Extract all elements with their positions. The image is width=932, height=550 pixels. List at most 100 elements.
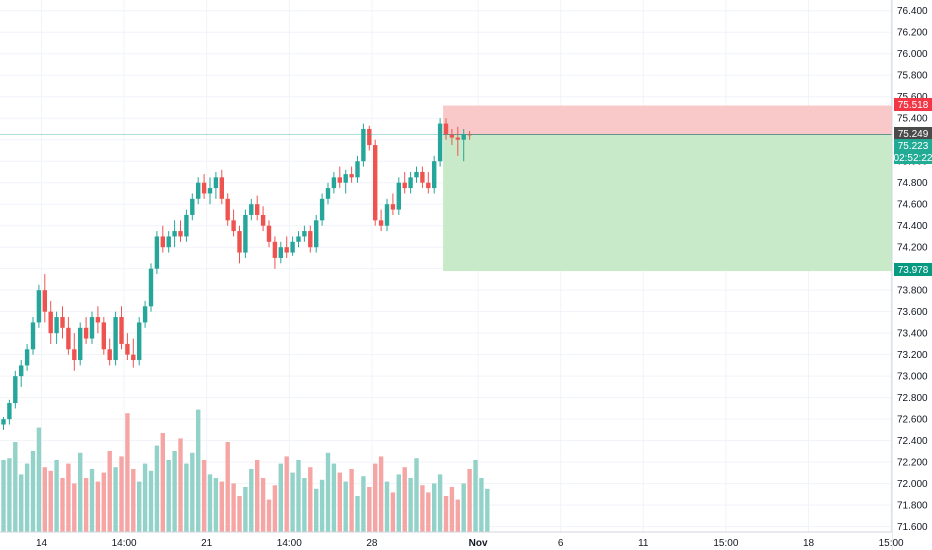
candle-body [66, 327, 71, 350]
volume-bar [284, 456, 289, 532]
volume-bar [296, 460, 301, 532]
volume-bar [225, 442, 230, 532]
price-tick-label: 74.600 [897, 200, 928, 211]
time-tick-label: 18 [803, 538, 815, 549]
volume-bar [272, 485, 278, 532]
candle-body [231, 220, 236, 232]
volume-bar [426, 492, 431, 532]
target-price-badge [894, 263, 932, 276]
price-tick-label: 71.600 [897, 522, 928, 533]
volume-bar [361, 476, 366, 532]
volume-bar [72, 483, 77, 532]
price-tick-label: 76.400 [897, 6, 928, 17]
candle-body [361, 128, 366, 162]
volume-bar [355, 496, 360, 532]
time-tick-label: 21 [201, 538, 213, 549]
price-tick-label: 75.800 [897, 71, 928, 82]
target-price-label: 73.978 [898, 265, 929, 276]
time-tick-label: 15:00 [879, 538, 904, 549]
price-tick-label: 76.000 [897, 49, 928, 60]
candle-body [78, 327, 83, 361]
volume-bar [201, 460, 207, 532]
price-tick-label: 72.600 [897, 415, 928, 426]
candle-body [396, 182, 401, 210]
volume-bar [420, 485, 425, 532]
candle-body [237, 231, 242, 253]
candle-body [266, 225, 272, 242]
stop-loss-zone[interactable] [443, 105, 932, 135]
volume-bar [408, 478, 413, 532]
candle-body [302, 231, 307, 237]
candle-body [166, 236, 171, 248]
candle-body [1, 419, 6, 425]
volume-bar [308, 467, 313, 532]
candle-body [432, 161, 437, 189]
bar-countdown-label: 02:52:22 [894, 153, 932, 164]
candle-body [213, 177, 219, 189]
price-tick-label: 73.400 [897, 329, 928, 340]
volume-bar [396, 474, 401, 532]
candle-body [384, 204, 390, 226]
volume-bar [219, 481, 224, 532]
volume-bar [255, 460, 260, 532]
candle-body [148, 268, 154, 307]
volume-bar [437, 474, 443, 532]
candle-body [89, 317, 95, 339]
candle-body [278, 247, 283, 258]
volume-bar [1, 460, 6, 532]
volume-bar [260, 478, 266, 532]
volume-bar [24, 463, 30, 532]
price-tick-label: 72.200 [897, 458, 928, 469]
candle-body [314, 220, 319, 248]
volume-bar [107, 451, 112, 532]
candle-body [378, 220, 384, 226]
price-tick-label: 74.800 [897, 178, 928, 189]
time-tick-label: 14:00 [277, 538, 302, 549]
volume-bar [390, 492, 396, 532]
candle-body [24, 349, 30, 366]
candle-body [319, 198, 325, 221]
price-tick-label: 75.600 [897, 92, 928, 103]
volume-bar [42, 467, 47, 532]
volume-bar [290, 472, 295, 532]
time-tick-labels: 1414:002114:0028Nov61115:001815:002515:0… [36, 538, 904, 549]
volume-bar [207, 474, 213, 532]
candle-body [355, 161, 360, 178]
candle-body [402, 182, 407, 189]
volume-bar [148, 470, 154, 532]
volume-bar [343, 481, 348, 532]
volume-bar [337, 472, 342, 532]
candle-body [113, 317, 118, 361]
volume-bar [178, 438, 183, 532]
volume-bar [101, 472, 106, 532]
volume-bar [467, 469, 472, 532]
candle-body [178, 231, 183, 237]
candle-body [125, 343, 130, 355]
entry-price-label: 75.249 [898, 129, 929, 140]
volume-bar [54, 460, 59, 532]
long-position-tool[interactable] [443, 105, 932, 272]
candle-body [225, 198, 230, 221]
candle-body [101, 322, 106, 350]
price-candles [1, 118, 472, 430]
candle-body [290, 241, 295, 253]
candle-body [373, 145, 378, 221]
candle-body [284, 247, 289, 253]
volume-bar [414, 458, 419, 532]
volume-bar [243, 487, 248, 532]
candle-body [196, 182, 201, 199]
candle-body [72, 349, 77, 361]
volume-bar [455, 499, 460, 532]
candle-body [449, 134, 455, 138]
candle-body [36, 290, 42, 323]
candle-body [325, 188, 331, 199]
stop-price-badge [894, 98, 932, 111]
candle-body [137, 322, 142, 361]
volume-bar [249, 469, 254, 532]
take-profit-zone[interactable] [443, 134, 932, 272]
time-axis[interactable] [0, 531, 892, 550]
volume-bar [325, 452, 331, 532]
price-tick-label: 73.000 [897, 372, 928, 383]
candle-body [7, 403, 12, 420]
